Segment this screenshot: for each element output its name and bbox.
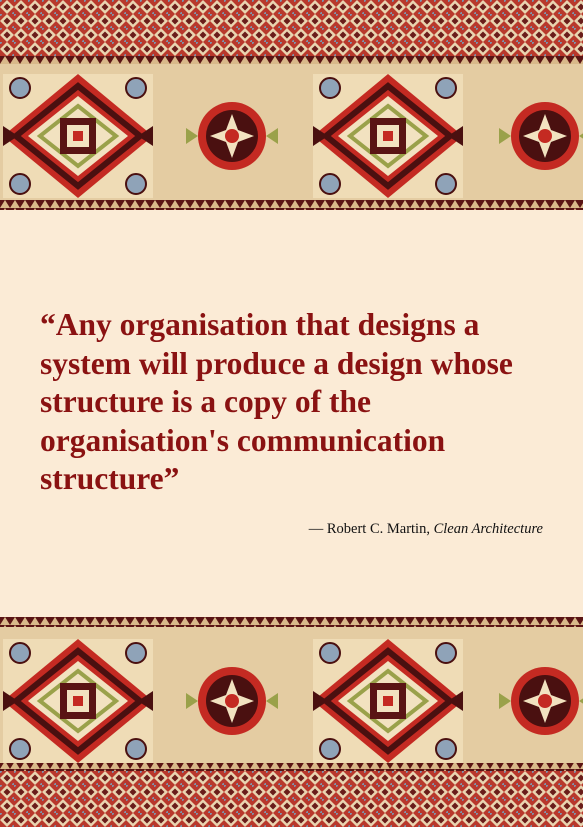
carpet-pattern-icon — [0, 617, 583, 827]
attribution-author: — Robert C. Martin, — [308, 521, 430, 537]
carpet-border-bottom — [0, 617, 583, 827]
quote-text: “Any organisation that designs a system … — [40, 307, 513, 496]
carpet-pattern-icon — [0, 0, 583, 210]
carpet-border-top — [0, 0, 583, 210]
quote-attribution: — Robert C. Martin, Clean Architecture — [309, 521, 543, 538]
attribution-work: Clean Architecture — [433, 521, 543, 537]
quote-area: “Any organisation that designs a system … — [0, 210, 583, 617]
